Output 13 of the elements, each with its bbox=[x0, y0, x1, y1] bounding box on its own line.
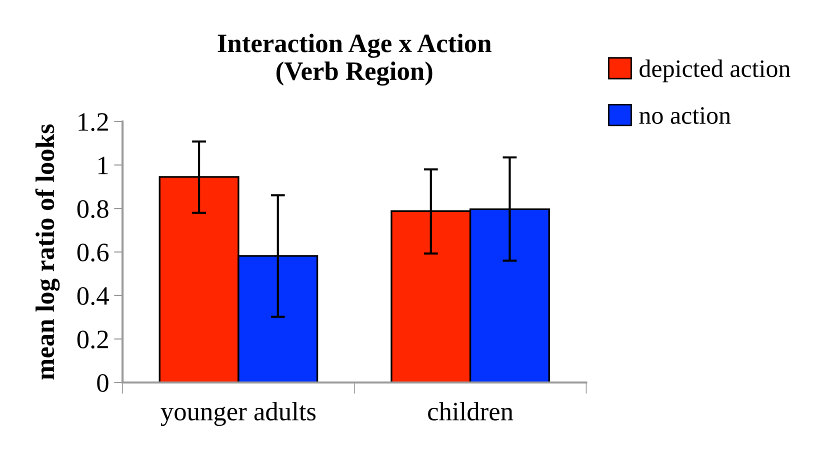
y-tick-label: 0 bbox=[97, 374, 108, 392]
x-tick-label: younger adults bbox=[160, 402, 316, 426]
y-axis-title: mean log ratio of looks bbox=[35, 124, 60, 380]
y-tick-label: 1.2 bbox=[78, 113, 108, 132]
chart-title: Interaction Age x Action (Verb Region) bbox=[218, 34, 492, 86]
legend-label: no action bbox=[639, 107, 731, 124]
x-tick-label: children bbox=[428, 402, 514, 421]
y-tick-label: 0.6 bbox=[77, 244, 109, 262]
y-tick-label: 1 bbox=[98, 156, 108, 174]
legend-label: depicted action bbox=[640, 60, 790, 82]
y-tick-label: 0.8 bbox=[77, 200, 108, 218]
y-tick-label: 0.2 bbox=[77, 330, 108, 349]
y-tick-label: 0.4 bbox=[77, 287, 109, 306]
